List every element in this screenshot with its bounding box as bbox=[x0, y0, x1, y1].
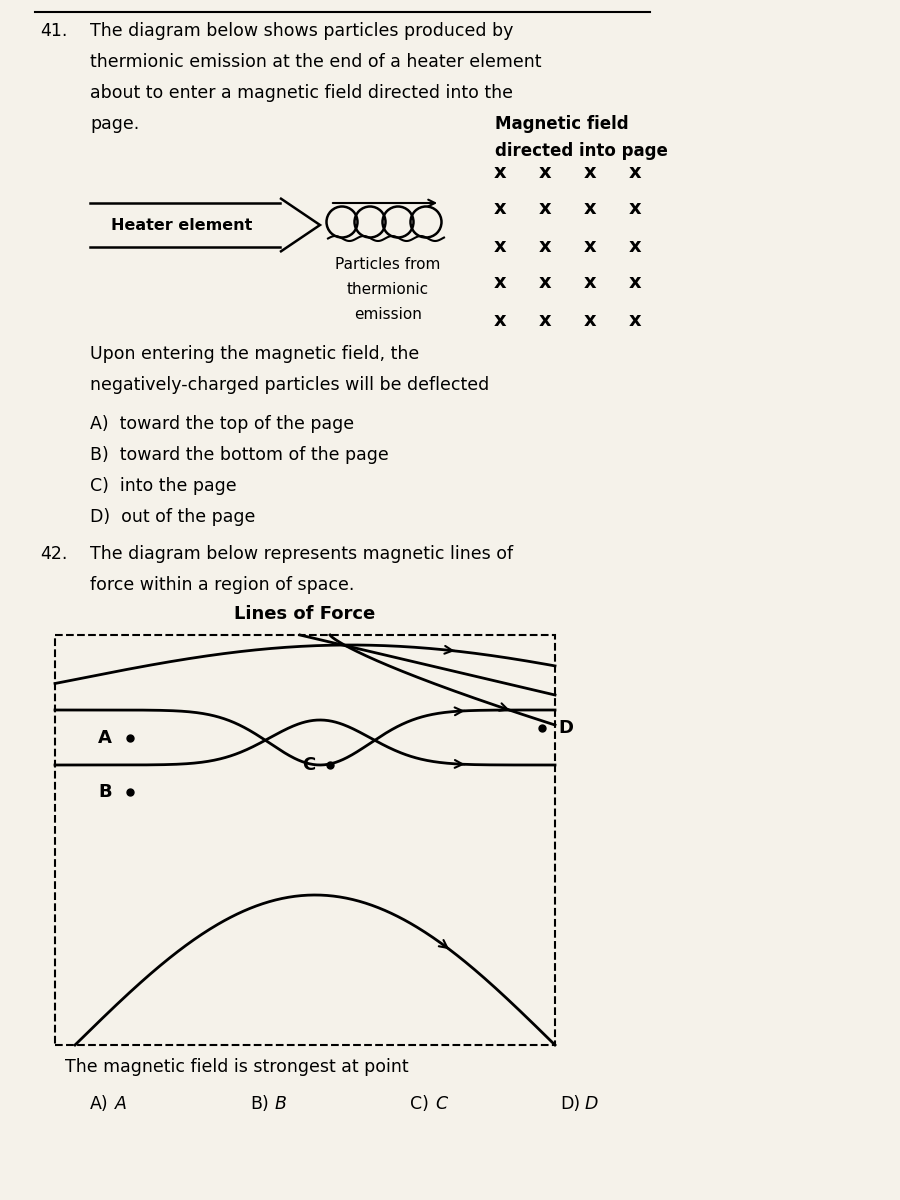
Text: about to enter a magnetic field directed into the: about to enter a magnetic field directed… bbox=[90, 84, 513, 102]
Text: 41.: 41. bbox=[40, 22, 68, 40]
Text: force within a region of space.: force within a region of space. bbox=[90, 576, 355, 594]
Text: x: x bbox=[494, 311, 507, 330]
Text: Heater element: Heater element bbox=[112, 217, 253, 233]
Text: x: x bbox=[494, 236, 507, 256]
Text: x: x bbox=[584, 311, 597, 330]
Text: C): C) bbox=[410, 1094, 429, 1114]
Text: x: x bbox=[629, 274, 642, 293]
Text: x: x bbox=[539, 236, 552, 256]
Text: x: x bbox=[584, 274, 597, 293]
Text: x: x bbox=[629, 236, 642, 256]
Text: page.: page. bbox=[90, 115, 140, 133]
Text: x: x bbox=[539, 199, 552, 218]
Text: D)  out of the page: D) out of the page bbox=[90, 508, 256, 526]
Text: thermionic: thermionic bbox=[346, 282, 429, 296]
Text: x: x bbox=[539, 274, 552, 293]
Text: x: x bbox=[584, 199, 597, 218]
Text: x: x bbox=[494, 274, 507, 293]
Text: x: x bbox=[584, 236, 597, 256]
Text: Upon entering the magnetic field, the: Upon entering the magnetic field, the bbox=[90, 344, 419, 362]
Text: x: x bbox=[539, 162, 552, 181]
Text: A): A) bbox=[90, 1094, 109, 1114]
Text: emission: emission bbox=[354, 307, 422, 322]
Text: x: x bbox=[494, 199, 507, 218]
Text: D: D bbox=[585, 1094, 598, 1114]
Text: C: C bbox=[435, 1094, 447, 1114]
Text: 42.: 42. bbox=[40, 545, 68, 563]
Text: A: A bbox=[98, 728, 112, 746]
Text: x: x bbox=[539, 311, 552, 330]
Text: D): D) bbox=[560, 1094, 580, 1114]
Text: x: x bbox=[629, 162, 642, 181]
Text: directed into page: directed into page bbox=[495, 142, 668, 160]
Text: B)  toward the bottom of the page: B) toward the bottom of the page bbox=[90, 446, 389, 464]
Text: D: D bbox=[558, 719, 573, 737]
Bar bbox=[55, 635, 555, 1045]
Text: A)  toward the top of the page: A) toward the top of the page bbox=[90, 415, 354, 433]
Text: x: x bbox=[629, 311, 642, 330]
Text: Particles from: Particles from bbox=[336, 257, 441, 272]
Text: C)  into the page: C) into the page bbox=[90, 476, 237, 494]
Text: The diagram below shows particles produced by: The diagram below shows particles produc… bbox=[90, 22, 513, 40]
Text: Magnetic field: Magnetic field bbox=[495, 115, 628, 133]
Text: x: x bbox=[629, 199, 642, 218]
Text: A: A bbox=[115, 1094, 127, 1114]
Text: C: C bbox=[302, 756, 315, 774]
Text: Lines of Force: Lines of Force bbox=[234, 605, 375, 623]
Text: negatively-charged particles will be deflected: negatively-charged particles will be def… bbox=[90, 376, 490, 394]
Text: thermionic emission at the end of a heater element: thermionic emission at the end of a heat… bbox=[90, 53, 542, 71]
Text: x: x bbox=[584, 162, 597, 181]
Text: B: B bbox=[275, 1094, 287, 1114]
Text: x: x bbox=[494, 162, 507, 181]
Text: The diagram below represents magnetic lines of: The diagram below represents magnetic li… bbox=[90, 545, 513, 563]
Text: B): B) bbox=[250, 1094, 269, 1114]
Text: B: B bbox=[98, 782, 112, 802]
Text: The magnetic field is strongest at point: The magnetic field is strongest at point bbox=[65, 1058, 409, 1076]
